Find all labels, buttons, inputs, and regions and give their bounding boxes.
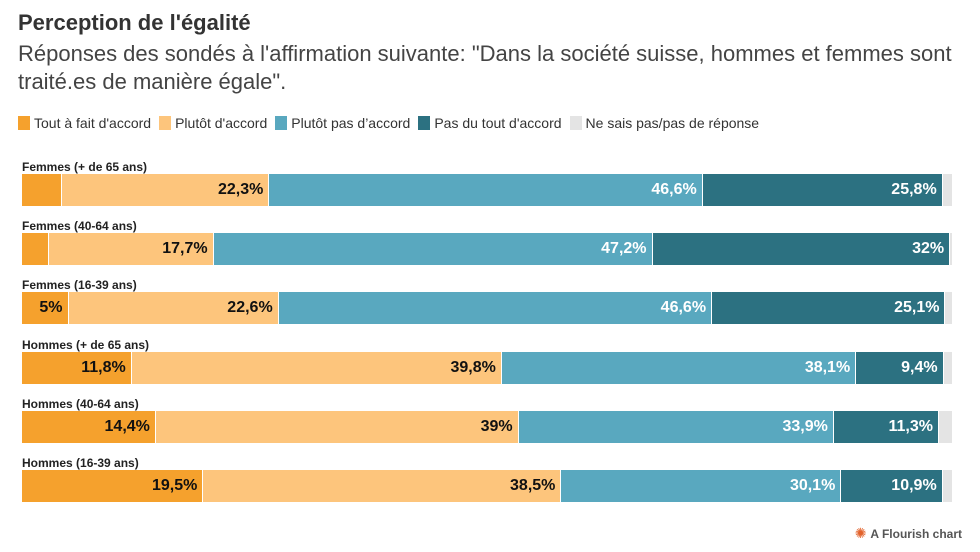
flourish-credit[interactable]: ✺ A Flourish chart — [855, 525, 962, 542]
data-label: 39% — [480, 417, 513, 435]
bar-segment-ne-sais-pas-pas-de-reponse[interactable] — [942, 174, 952, 206]
bar-segment-plutot-d-accord[interactable]: 22,6% — [68, 292, 279, 325]
legend-label: Plutôt d'accord — [175, 115, 268, 131]
bar-segment-tout-a-fait-d-accord[interactable] — [22, 233, 49, 266]
bar-segment-plutot-pas-d-accord[interactable]: 46,6% — [269, 174, 703, 206]
bar-segment-plutot-d-accord[interactable]: 17,7% — [48, 233, 214, 266]
legend-item-plutot-d-accord[interactable]: Plutôt d'accord — [159, 115, 267, 131]
bar-segment-plutot-pas-d-accord[interactable]: 30,1% — [561, 470, 842, 502]
bar-segment-plutot-d-accord[interactable]: 22,3% — [61, 174, 270, 206]
bar-segment-pas-du-tout-d-accord[interactable]: 11,3% — [833, 410, 939, 443]
category-label: Femmes (40-64 ans) — [22, 219, 137, 234]
bar-segment-plutot-pas-d-accord[interactable]: 38,1% — [501, 351, 857, 384]
bar-row: Femmes (+ de 65 ans) 22,3% 46,6% 25,8% — [22, 160, 952, 206]
bar-row: Femmes (16-39 ans) 5% 22,6% 46,6% 25,1% — [22, 278, 952, 325]
bar-segment-plutot-pas-d-accord[interactable]: 47,2% — [213, 233, 653, 266]
data-label: 38,5% — [510, 477, 556, 494]
legend-item-pas-du-tout-d-accord[interactable]: Pas du tout d'accord — [418, 115, 562, 131]
data-label: 47,2% — [601, 240, 647, 258]
stacked-bar: 11,8% 39,8% 38,1% 9,4% — [22, 351, 952, 384]
bar-segment-tout-a-fait-d-accord[interactable]: 19,5% — [22, 470, 204, 502]
credit-text: A Flourish chart — [870, 526, 962, 541]
data-label: 46,6% — [660, 299, 707, 317]
data-label: 19,5% — [151, 477, 198, 494]
legend-swatch — [275, 116, 288, 130]
chart-title: Perception de l'égalité — [18, 10, 251, 35]
bar-segment-ne-sais-pas-pas-de-reponse[interactable] — [950, 233, 952, 266]
data-label: 9,4% — [901, 358, 938, 376]
stacked-bar: 5% 22,6% 46,6% 25,1% — [22, 292, 952, 325]
category-label: Femmes (+ de 65 ans) — [22, 160, 148, 174]
bar-segment-ne-sais-pas-pas-de-reponse[interactable] — [942, 470, 952, 502]
bar-segment-pas-du-tout-d-accord[interactable]: 10,9% — [841, 470, 943, 502]
legend-label: Plutôt pas d’accord — [291, 115, 411, 131]
legend-item-ne-sais-pas-pas-de-reponse[interactable]: Ne sais pas/pas de réponse — [569, 115, 760, 131]
legend-label: Tout à fait d'accord — [34, 115, 152, 131]
stacked-bar: 14,4% 39% 33,9% 11,3% — [22, 410, 952, 443]
data-label: 22,3% — [217, 181, 264, 198]
bar-segment-tout-a-fait-d-accord[interactable]: 5% — [22, 292, 69, 325]
legend-swatch — [18, 116, 30, 130]
category-label: Hommes (16-39 ans) — [22, 456, 139, 470]
legend-label: Ne sais pas/pas de réponse — [585, 115, 760, 131]
bar-segment-ne-sais-pas-pas-de-reponse[interactable] — [943, 351, 952, 384]
bar-segment-plutot-d-accord[interactable]: 38,5% — [203, 470, 562, 502]
legend: Tout à fait d'accord Plutôt d'accord Plutô… — [18, 115, 767, 131]
data-label: 46,6% — [651, 181, 697, 198]
bar-segment-ne-sais-pas-pas-de-reponse[interactable] — [938, 410, 952, 443]
data-label: 39,8% — [450, 358, 496, 376]
category-label: Hommes (40-64 ans) — [22, 396, 139, 411]
data-label: 25,1% — [894, 299, 940, 317]
legend-swatch — [159, 116, 172, 130]
bar-segment-pas-du-tout-d-accord[interactable]: 32% — [652, 233, 951, 266]
bar-segment-pas-du-tout-d-accord[interactable]: 9,4% — [856, 351, 944, 384]
bar-segment-pas-du-tout-d-accord[interactable]: 25,8% — [702, 174, 943, 206]
data-label: 14,4% — [104, 417, 150, 435]
flourish-logo-icon: ✺ — [854, 525, 867, 541]
data-label: 11,8% — [81, 358, 126, 376]
data-label: 32% — [912, 240, 945, 258]
bar-segment-plutot-d-accord[interactable]: 39,8% — [131, 351, 502, 384]
legend-swatch — [418, 116, 431, 130]
data-label: 22,6% — [227, 299, 273, 317]
chart-subtitle: Réponses des sondés à l'affirmation suiv… — [18, 41, 952, 94]
data-label: 33,9% — [782, 417, 828, 435]
data-label: 17,7% — [162, 240, 208, 258]
bar-row: Hommes (16-39 ans) 19,5% 38,5% 30,1% 10,9% — [22, 456, 952, 502]
bar-segment-plutot-pas-d-accord[interactable]: 46,6% — [278, 292, 713, 325]
bar-row: Hommes (40-64 ans) 14,4% 39% 33,9% 11,3% — [22, 397, 952, 443]
bar-segment-tout-a-fait-d-accord[interactable]: 11,8% — [22, 351, 132, 384]
data-label: 25,8% — [891, 181, 937, 198]
bar-segment-ne-sais-pas-pas-de-reponse[interactable] — [945, 292, 952, 325]
legend-swatch — [569, 116, 582, 130]
category-label: Hommes (+ de 65 ans) — [22, 337, 150, 352]
bar-row: Femmes (40-64 ans) 17,7% 47,2% 32% — [22, 219, 952, 266]
stacked-bar: 17,7% 47,2% 32% — [22, 233, 952, 266]
bar-row: Hommes (+ de 65 ans) 11,8% 39,8% 38,1% 9,4% — [22, 338, 952, 384]
data-label: 11,3% — [888, 417, 933, 435]
stacked-bar: 22,3% 46,6% 25,8% — [22, 174, 952, 206]
bar-segment-tout-a-fait-d-accord[interactable]: 14,4% — [22, 410, 156, 443]
data-label: 30,1% — [789, 477, 836, 494]
bar-segment-pas-du-tout-d-accord[interactable]: 25,1% — [712, 292, 946, 325]
data-label: 5% — [39, 299, 63, 317]
data-label: 10,9% — [891, 477, 937, 494]
data-label: 38,1% — [804, 358, 851, 376]
legend-label: Pas du tout d'accord — [434, 115, 562, 131]
stacked-bar: 19,5% 38,5% 30,1% 10,9% — [22, 470, 952, 502]
bar-segment-tout-a-fait-d-accord[interactable] — [22, 174, 62, 206]
legend-item-plutot-pas-d-accord[interactable]: Plutôt pas d’accord — [275, 115, 410, 131]
category-label: Femmes (16-39 ans) — [22, 278, 137, 293]
bar-segment-plutot-pas-d-accord[interactable]: 33,9% — [518, 410, 834, 443]
legend-item-tout-a-fait-d-accord[interactable]: Tout à fait d'accord — [18, 115, 151, 131]
bar-segment-plutot-d-accord[interactable]: 39% — [155, 410, 519, 443]
